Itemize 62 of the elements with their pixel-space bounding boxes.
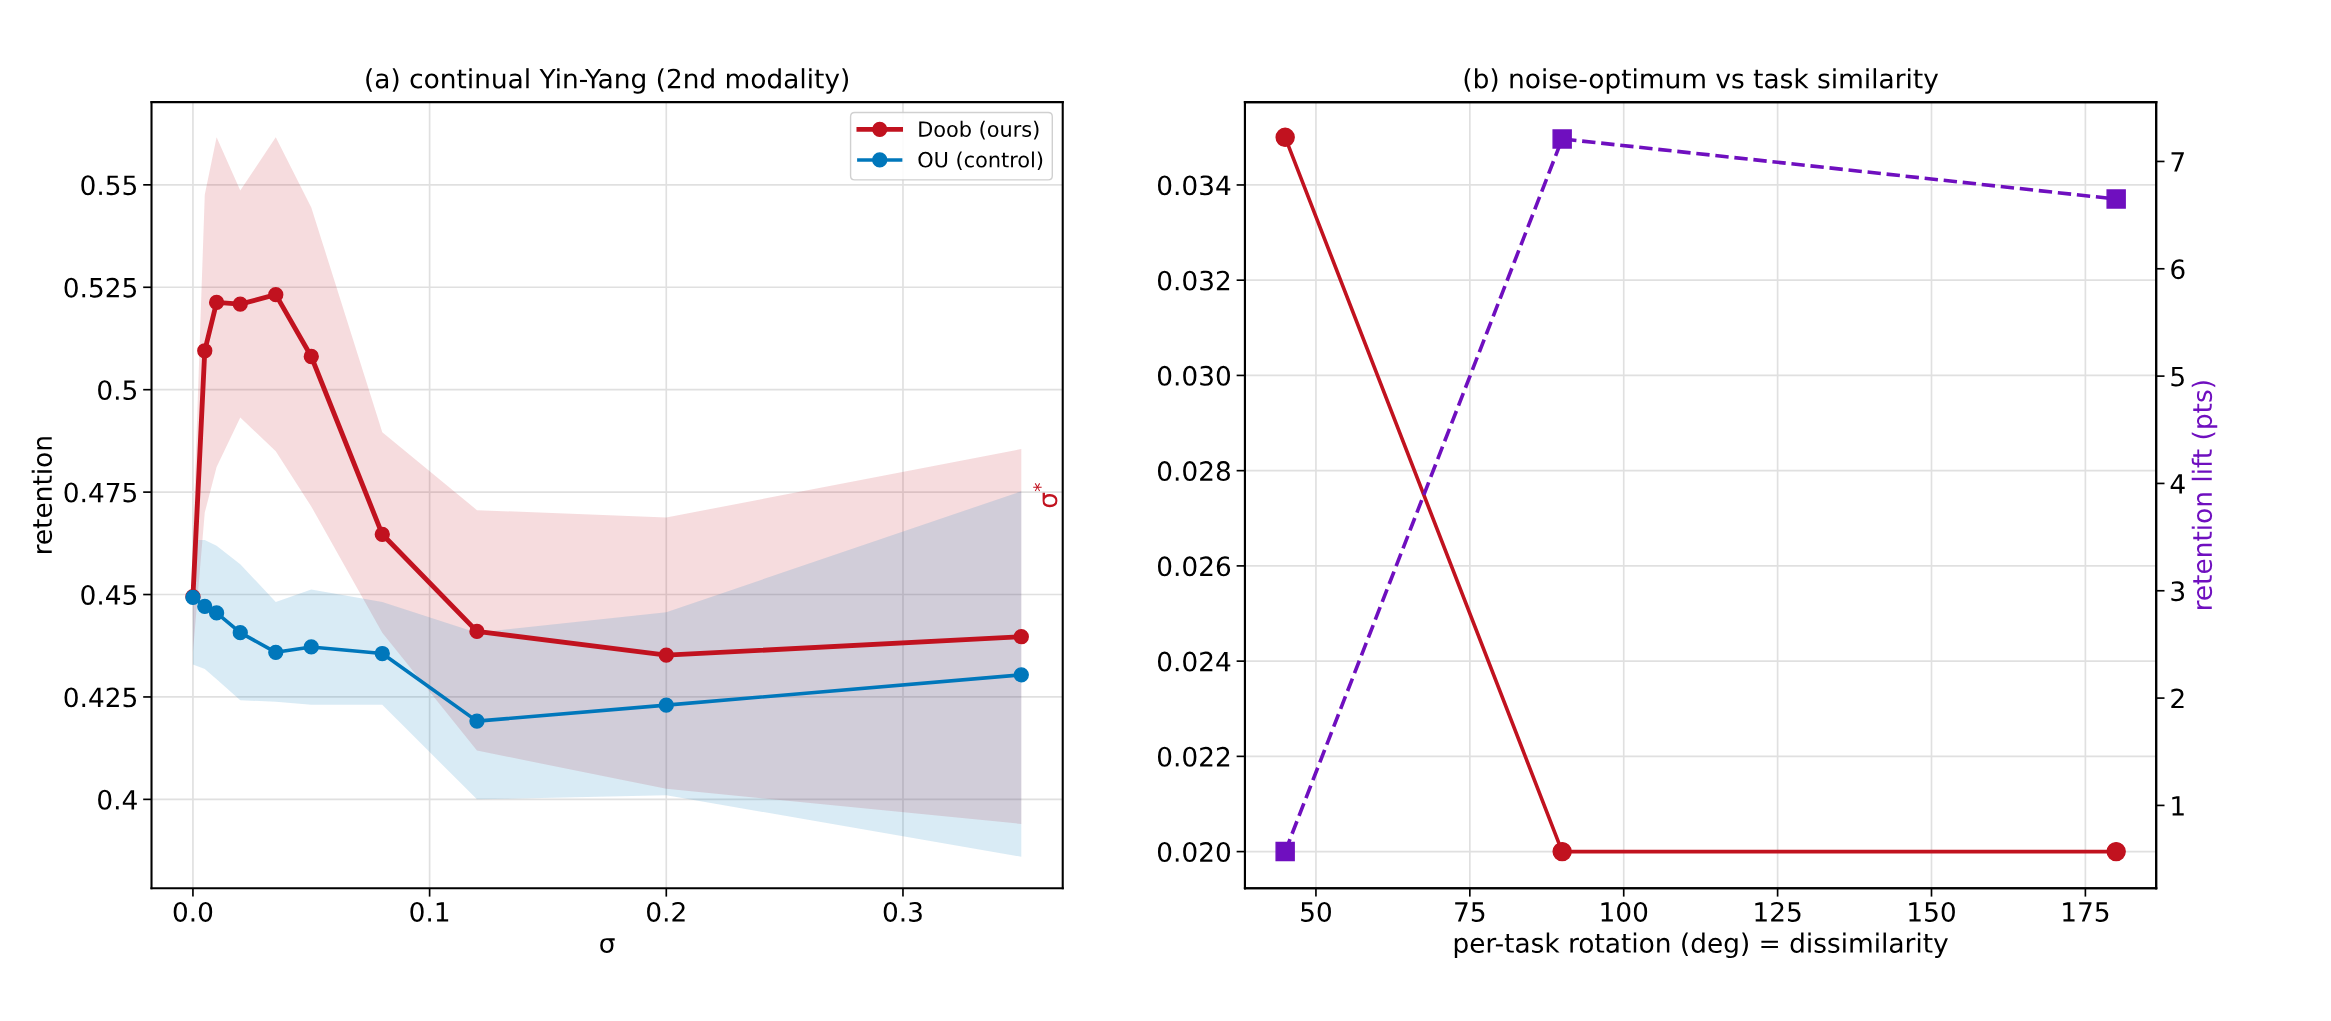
x-tick-label: 0.2 (647, 901, 685, 922)
y2-axis-title: retention lift (pts) (2191, 381, 2218, 609)
y-axis-title: retention (31, 437, 53, 553)
y2-tick-label: 2 (2171, 688, 2184, 709)
legend-label: OU (control) (918, 151, 1043, 171)
y2-tick-label: 7 (2171, 152, 2184, 172)
y2-tick-label: 5 (2171, 366, 2184, 387)
x-tick-label: 150 (1909, 901, 1955, 922)
x-tick-label: 50 (1301, 901, 1331, 922)
y2-tick-label: 4 (2170, 474, 2185, 494)
y-tick-label: 0.024 (1157, 651, 1231, 672)
point (303, 639, 319, 655)
point (374, 526, 390, 542)
y-tick-label: 0.525 (64, 277, 137, 298)
x-tick-label: 175 (2063, 902, 2109, 922)
chart-title: (a) continual Yin-Yang (2nd modality) (366, 68, 849, 94)
y2-tick-label: 1 (2172, 796, 2184, 816)
point (658, 647, 674, 663)
x-axis-title: per-task rotation (deg) = dissimilarity (1454, 932, 1948, 959)
x-tick-label: 100 (1601, 901, 1648, 922)
point (268, 287, 284, 303)
point (2106, 189, 2126, 209)
point (197, 343, 213, 359)
point (469, 713, 485, 729)
y2-tick-label: 6 (2171, 259, 2185, 280)
point (1013, 667, 1029, 683)
point (232, 296, 248, 312)
point (1552, 129, 1572, 149)
x-tick-label: 0.3 (883, 901, 922, 922)
point (374, 645, 390, 662)
y-tick-label: 0.4 (98, 789, 137, 810)
legend-label: Doob (ours) (919, 120, 1039, 140)
y-tick-label: 0.45 (81, 584, 137, 605)
y-tick-label: 0.030 (1157, 365, 1231, 386)
point (658, 697, 674, 713)
point (1013, 629, 1029, 645)
x-tick-label: 75 (1455, 902, 1485, 922)
y-tick-label: 0.034 (1157, 175, 1231, 196)
point (232, 624, 248, 641)
y-tick-label: 0.022 (1157, 746, 1230, 767)
x-tick-label: 125 (1755, 901, 1801, 922)
y-tick-label: 0.032 (1157, 270, 1230, 291)
point (268, 644, 284, 660)
point (208, 605, 225, 621)
y-tick-label: 0.026 (1157, 556, 1231, 577)
point (303, 348, 319, 365)
chart-title: (b) noise-optimum vs task similarity (1464, 68, 1939, 94)
x-tick-label: 0.1 (410, 901, 449, 922)
y-axis-title: σ$^{*}$ (1033, 483, 1058, 508)
y2-tick-label: 3 (2171, 581, 2185, 602)
y-tick-label: 0.028 (1157, 461, 1230, 482)
x-tick-label: 0.0 (173, 901, 213, 922)
y-tick-label: 0.5 (98, 380, 137, 401)
y-tick-label: 0.55 (81, 175, 137, 196)
x-axis-title: σ (600, 938, 615, 953)
point (1275, 841, 1295, 862)
y-tick-label: 0.020 (1157, 842, 1231, 863)
y-tick-label: 0.475 (64, 482, 137, 503)
point (197, 598, 213, 615)
point (469, 623, 485, 640)
point (208, 294, 225, 311)
y-tick-label: 0.425 (64, 687, 137, 708)
